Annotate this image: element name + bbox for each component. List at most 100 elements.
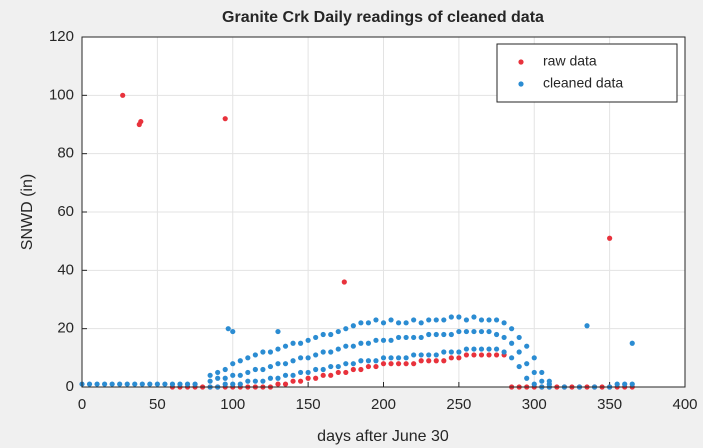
point — [275, 375, 281, 381]
point — [501, 320, 507, 326]
point — [486, 317, 492, 323]
point — [380, 361, 387, 367]
point — [237, 372, 243, 378]
x-tick-label: 150 — [296, 396, 321, 413]
point — [365, 320, 372, 326]
point — [138, 118, 144, 125]
point — [433, 358, 439, 364]
point — [426, 331, 432, 338]
point — [448, 314, 454, 320]
point — [403, 334, 409, 341]
point — [418, 334, 424, 341]
point — [207, 378, 213, 384]
point — [275, 361, 281, 367]
point — [388, 361, 394, 367]
point — [463, 346, 470, 352]
x-tick-label: 100 — [220, 396, 245, 413]
point — [501, 334, 507, 341]
x-tick-label: 250 — [446, 396, 471, 413]
point — [373, 317, 379, 323]
point — [493, 317, 500, 323]
point — [297, 340, 304, 346]
point — [328, 363, 334, 370]
point — [350, 366, 356, 373]
point — [237, 358, 243, 364]
point — [516, 349, 522, 355]
point — [275, 381, 281, 387]
point — [531, 381, 537, 387]
point — [124, 381, 130, 387]
point — [139, 381, 145, 387]
x-tick-label: 200 — [371, 396, 396, 413]
point — [335, 328, 341, 335]
point — [222, 116, 228, 122]
point — [109, 381, 115, 387]
y-tick-label: 60 — [57, 203, 74, 220]
point — [395, 334, 402, 341]
point — [365, 340, 372, 346]
point — [154, 381, 160, 387]
point — [403, 355, 409, 361]
point — [313, 352, 319, 358]
point — [282, 361, 289, 367]
point — [433, 331, 439, 338]
point — [245, 378, 251, 384]
x-tick-label: 50 — [149, 396, 166, 413]
point — [418, 352, 424, 358]
point — [222, 366, 228, 373]
point — [358, 340, 364, 346]
point — [290, 372, 296, 378]
point — [192, 381, 198, 387]
legend-marker — [518, 59, 524, 65]
point — [373, 363, 379, 370]
point — [230, 361, 236, 367]
point — [260, 349, 266, 355]
point — [260, 378, 266, 384]
point — [350, 323, 356, 329]
legend-marker — [518, 81, 524, 87]
point — [215, 369, 221, 376]
point — [395, 361, 402, 367]
y-tick-label: 40 — [57, 261, 74, 278]
point — [245, 369, 251, 376]
point — [358, 358, 364, 364]
point — [358, 366, 364, 373]
point — [117, 381, 123, 387]
point — [245, 355, 251, 361]
point — [546, 378, 552, 384]
point — [478, 352, 485, 358]
point — [509, 340, 515, 346]
x-tick-label: 400 — [672, 396, 697, 413]
point — [222, 381, 228, 387]
point — [493, 346, 500, 352]
point — [102, 381, 108, 387]
point — [260, 366, 266, 373]
point — [215, 375, 221, 381]
point — [335, 363, 341, 370]
point — [313, 375, 319, 381]
point — [441, 349, 447, 355]
x-tick-label: 0 — [78, 396, 86, 413]
point — [343, 326, 349, 332]
point — [132, 381, 138, 387]
point — [411, 334, 417, 341]
point — [441, 317, 447, 323]
point — [426, 358, 432, 364]
point — [225, 326, 231, 332]
point — [147, 381, 153, 387]
point — [501, 349, 507, 355]
point — [486, 328, 492, 335]
chart-title: Granite Crk Daily readings of cleaned da… — [222, 9, 544, 26]
point — [441, 358, 447, 364]
point — [297, 355, 304, 361]
point — [230, 372, 236, 378]
point — [373, 337, 379, 343]
point — [350, 343, 356, 349]
point — [539, 369, 545, 376]
y-tick-label: 100 — [49, 86, 74, 103]
point — [471, 352, 477, 358]
point — [328, 331, 334, 338]
point — [471, 328, 477, 335]
point — [282, 381, 289, 387]
point — [614, 381, 620, 387]
